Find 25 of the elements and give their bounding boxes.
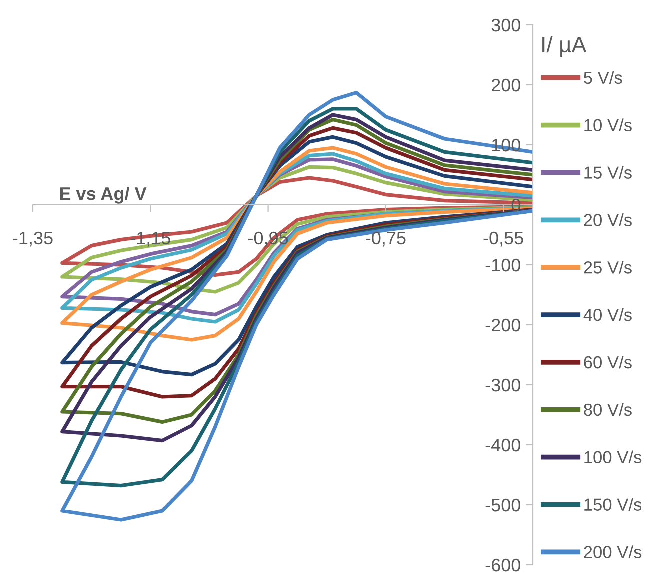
- legend-label: 20 V/s: [584, 214, 632, 226]
- y-tick-label: 0: [512, 198, 520, 212]
- x-tick-label: -0,75: [366, 232, 406, 247]
- legend-label: 25 V/s: [584, 261, 632, 274]
- legend-label: 200 V/s: [584, 546, 642, 558]
- y-tick-label: -400: [486, 438, 520, 452]
- legend-label: 60 V/s: [584, 356, 632, 369]
- x-tick-label: -0,55: [484, 232, 524, 247]
- y-tick-label: 200: [492, 78, 520, 92]
- x-axis-title: E vs Ag/ V: [60, 187, 147, 204]
- y-tick-label: -500: [486, 498, 520, 512]
- legend-label: 15 V/s: [584, 166, 632, 179]
- y-tick-label: 300: [492, 18, 520, 32]
- legend-label: 150 V/s: [584, 498, 642, 511]
- y-tick-label: -300: [486, 378, 520, 392]
- y-tick-label: -200: [486, 318, 520, 332]
- x-tick-label: -1,35: [13, 232, 53, 247]
- legend-label: 40 V/s: [584, 308, 632, 322]
- y-tick-label: -600: [486, 558, 520, 572]
- legend-label: 5 V/s: [584, 71, 622, 84]
- legend-label: 100 V/s: [584, 450, 642, 464]
- legend-label: 10 V/s: [584, 118, 632, 132]
- legend-label: 80 V/s: [584, 403, 632, 416]
- y-axis-title: I/ µA: [542, 36, 587, 57]
- y-tick-label: -100: [486, 258, 520, 272]
